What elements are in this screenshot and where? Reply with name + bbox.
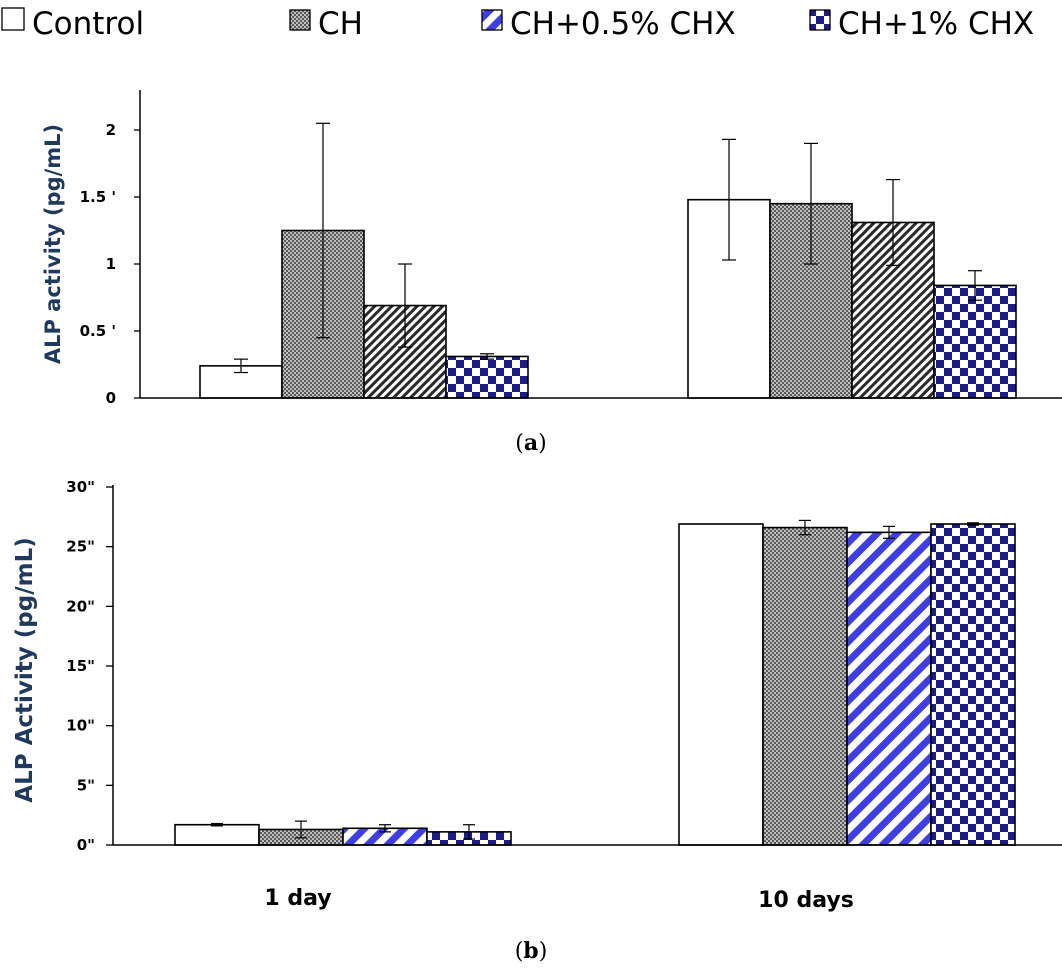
y-tick-label-1-4: 20" <box>66 597 95 615</box>
x-category-label-10-days: 10 days <box>758 888 854 913</box>
legend-item-ch: CH <box>289 6 363 42</box>
error-bar-ch-10-days <box>799 519 811 536</box>
error-bar-ch-0-5-chx-10-days <box>886 178 900 266</box>
error-bar-ch-1-chx-10-days <box>968 270 982 301</box>
error-bar-ch-0-5-chx-1-day <box>379 824 391 833</box>
y-tick-label-0-0: 0 <box>106 389 116 407</box>
y-tick-label-1-6: 30" <box>66 478 95 496</box>
y-axis-label-b: ALP Activity (pg/mL) <box>12 537 38 802</box>
y-tick-label-0-1: 0.5 ' <box>80 322 116 340</box>
legend-label-ch-1-chx: CH+1% CHX <box>838 6 1034 42</box>
error-bar-ch-1-chx-10-days <box>967 522 979 526</box>
chart-panel-b: ALP Activity (pg/mL) 0" 5" 10" 15" 20" 25" 30"… <box>12 478 1062 964</box>
chart-marks-b: 0" 5" 10" 15" 20" 25" 30" <box>66 478 1016 854</box>
bar-ch-1-chx-10-days <box>930 523 1016 846</box>
error-bar-ch-1-chx-1-day <box>480 353 494 360</box>
error-bar-ch-1-day <box>316 122 330 339</box>
bar-ch-1-chx-10-days <box>933 284 1017 399</box>
legend-label-ch-05-chx: CH+0.5% CHX <box>510 6 736 42</box>
legend-swatch-control <box>1 7 25 31</box>
y-tick-label-0-3: 1.5 ' <box>80 188 116 206</box>
legend-item-control: Control <box>1 6 144 42</box>
error-bar-ch-0-5-chx-10-days <box>883 525 895 539</box>
error-bar-control-10-days <box>722 138 736 261</box>
chart-marks-a: 0 0.5 ' 1 1.5 ' 2 <box>80 121 1017 407</box>
legend-swatch-ch-1-chx <box>809 9 831 31</box>
error-bar-ch-0-5-chx-1-day <box>398 263 412 348</box>
legend: Control CH CH+0.5% CHX CH+1% CHX <box>1 6 1034 42</box>
y-tick-label-1-3: 15" <box>66 657 95 675</box>
error-bar-ch-1-day <box>295 820 307 839</box>
legend-item-ch-1-chx: CH+1% CHX <box>809 6 1034 42</box>
error-bar-ch-1-chx-1-day <box>463 824 475 840</box>
error-bar-control-1-day <box>234 358 248 374</box>
legend-item-ch-05-chx: CH+0.5% CHX <box>481 6 736 42</box>
legend-swatch-ch-05-chx <box>481 9 503 31</box>
y-tick-label-0-2: 1 <box>106 255 116 273</box>
y-axis-label-a: ALP activity (pg/mL) <box>41 124 65 364</box>
y-tick-label-1-5: 25" <box>66 538 95 556</box>
panel-label-a: (a) <box>515 430 546 456</box>
y-tick-label-0-4: 2 <box>106 121 116 139</box>
bar-control-10-days <box>678 523 764 846</box>
y-tick-label-1-0: 0" <box>77 836 95 854</box>
bar-ch-0-5-chx-10-days <box>846 531 932 846</box>
bar-control-1-day <box>174 823 260 846</box>
legend-swatch-ch <box>289 9 311 31</box>
error-bar-ch-10-days <box>804 142 818 265</box>
chart-panel-a: ALP activity (pg/mL) 0 0.5 ' 1 1.5 ' 2 (a) <box>41 90 1062 456</box>
bar-ch-10-days <box>762 526 848 846</box>
x-category-label-1-day: 1 day <box>264 886 331 911</box>
legend-label-control: Control <box>32 6 144 42</box>
y-tick-label-1-1: 5" <box>77 776 95 794</box>
error-bar-control-1-day <box>211 822 223 827</box>
legend-label-ch: CH <box>318 6 363 42</box>
panel-label-b: (b) <box>515 938 548 964</box>
bar-ch-1-chx-1-day <box>445 355 529 399</box>
y-tick-label-1-2: 10" <box>66 717 95 735</box>
